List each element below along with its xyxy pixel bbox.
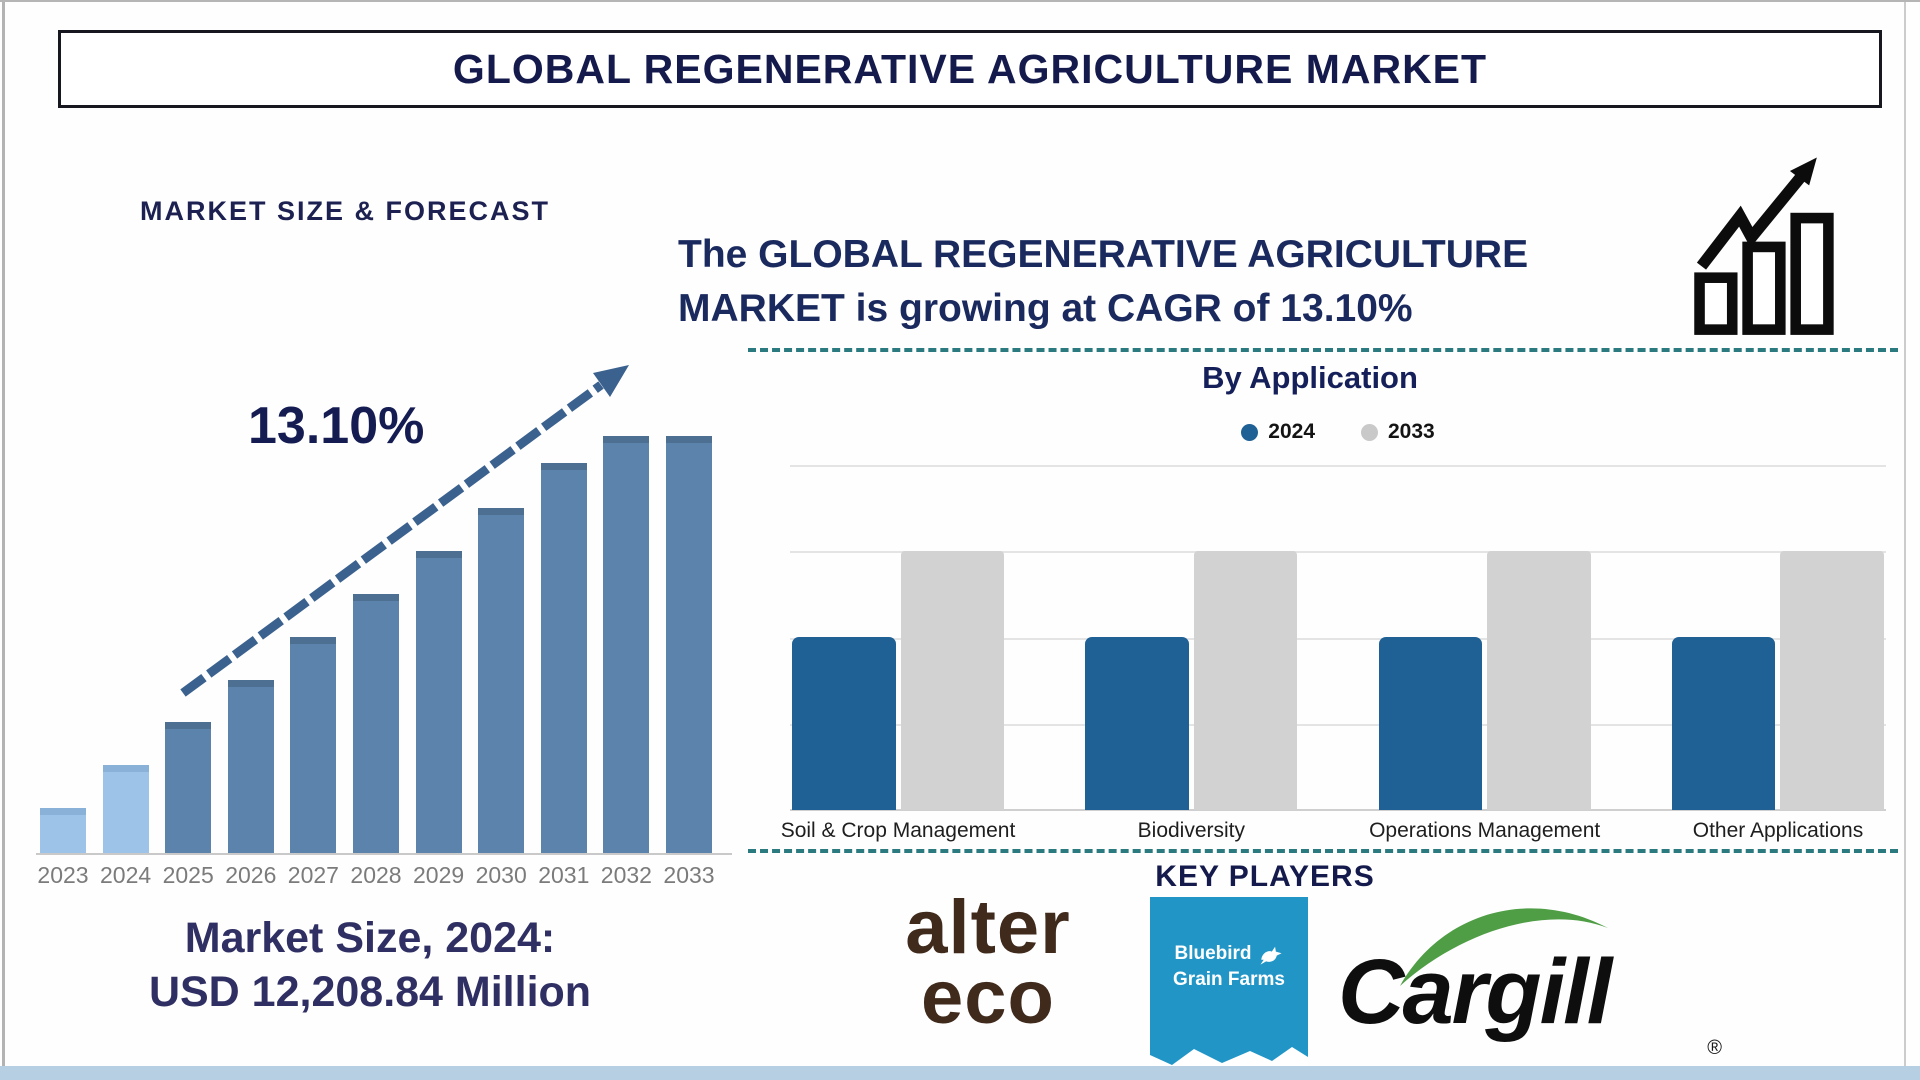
forecast-year-label: 2029 <box>413 862 465 888</box>
page-left-edge <box>2 0 5 1066</box>
title-box: GLOBAL REGENERATIVE AGRICULTURE MARKET <box>58 30 1882 108</box>
forecast-heading: MARKET SIZE & FORECAST <box>140 196 551 226</box>
forecast-year-label: 2030 <box>475 862 527 888</box>
forecast-bar-2032 <box>603 436 650 853</box>
application-category-label: Other Applications <box>1692 819 1864 842</box>
legend-label: 2024 <box>1268 420 1315 443</box>
forecast-bar-2027 <box>290 637 337 853</box>
gridline <box>790 465 1886 467</box>
application-chart-title: By Application <box>1202 360 1418 395</box>
forecast-year-label: 2027 <box>287 862 339 888</box>
forecast-year-label: 2025 <box>162 862 214 888</box>
growth-statement-line1: The GLOBAL REGENERATIVE AGRICULTURE <box>678 233 1529 276</box>
bluebird-text: Bluebird Grain Farms <box>1150 941 1308 993</box>
logo-bluebird-grain-farms: Bluebird Grain Farms <box>1150 897 1308 1067</box>
forecast-bar-2029 <box>415 551 462 853</box>
logo-alter-eco: alter eco <box>852 885 1124 1040</box>
forecast-labels: 2023 2024 2025 2026 2027 2028 2029 2030 2031 2032… <box>36 862 732 892</box>
gridline <box>790 809 1886 811</box>
application-category-label: Operations Management <box>1369 819 1601 842</box>
forecast-year-label: 2033 <box>663 862 715 888</box>
application-category-label: Soil & Crop Management <box>780 819 1016 842</box>
application-legend: 2024 2033 <box>790 420 1886 444</box>
forecast-year-label: 2026 <box>225 862 277 888</box>
forecast-bar-2030 <box>478 508 525 853</box>
application-group: Other Applications <box>1671 465 1884 842</box>
gridline <box>790 551 1886 553</box>
legend-item-2024: 2024 <box>1241 420 1315 444</box>
alter-eco-line1: alter <box>905 885 1071 970</box>
bluebird-line2: Grain Farms <box>1173 969 1285 990</box>
market-size-line2: USD 12,208.84 Million <box>148 967 592 1016</box>
forecast-bar-2026 <box>227 680 274 853</box>
dashed-separator-bottom <box>748 849 1898 853</box>
bar-2033-biodiversity <box>1193 551 1298 810</box>
forecast-bar-2033 <box>666 436 712 853</box>
page-right-edge <box>1904 0 1906 1066</box>
dashed-separator-top <box>748 348 1898 352</box>
growth-statement-line2: MARKET is growing at CAGR of 13.10% <box>678 287 1413 330</box>
bar-2033-other-applications <box>1780 551 1884 810</box>
forecast-year-label: 2028 <box>350 862 402 888</box>
legend-dot-2024 <box>1241 423 1259 441</box>
market-size-callout: Market Size, 2024: USD 12,208.84 Million <box>60 912 680 1020</box>
cargill-wordmark: Cargill <box>1338 941 1612 1043</box>
gridline <box>790 638 1886 640</box>
forecast-year-label: 2032 <box>600 862 652 888</box>
forecast-year-label: 2023 <box>37 862 89 888</box>
forecast-bar-2025 <box>165 722 212 853</box>
bar-2024-operations-management <box>1378 637 1483 810</box>
application-groups: Soil & Crop Management Biodiversity Operat… <box>781 465 1886 842</box>
application-group: Soil & Crop Management <box>781 465 1015 842</box>
growth-statement: The GLOBAL REGENERATIVE AGRICULTURE MARK… <box>678 228 1678 336</box>
bottom-accent-strip <box>0 1066 1920 1080</box>
bar-2024-biodiversity <box>1085 637 1189 810</box>
bluebird-line1: Bluebird <box>1174 943 1252 965</box>
legend-dot-2033 <box>1361 423 1378 441</box>
cargill-registered-mark: ® <box>1707 1037 1722 1059</box>
key-players-heading: KEY PLAYERS <box>1155 860 1375 893</box>
application-group: Biodiversity <box>1085 465 1298 842</box>
bluebird-banner-wave <box>1150 1047 1308 1067</box>
forecast-bar-2023 <box>40 808 86 853</box>
bar-2024-soil-crop-management <box>792 637 896 810</box>
page-title: GLOBAL REGENERATIVE AGRICULTURE MARKET <box>452 45 1488 92</box>
application-group: Operations Management <box>1369 465 1600 842</box>
legend-label: 2033 <box>1388 420 1435 443</box>
leaf-icon <box>1400 908 1608 986</box>
page-top-edge <box>0 0 1920 2</box>
market-size-line1: Market Size, 2024: <box>184 914 556 962</box>
bar-2033-soil-crop-management <box>900 551 1004 810</box>
cagr-annotation: 13.10% <box>248 397 425 455</box>
trend-arrow-icon <box>180 365 629 697</box>
forecast-bars <box>36 400 732 855</box>
logo-cargill: Cargill ® <box>1338 898 1724 1072</box>
forecast-bar-2024 <box>102 765 149 853</box>
gridline <box>790 724 1886 726</box>
bird-icon <box>1259 946 1282 965</box>
alter-eco-line2: eco <box>921 954 1055 1040</box>
application-plot: Soil & Crop Management Biodiversity Operat… <box>781 465 1886 842</box>
bar-2024-other-applications <box>1671 637 1776 810</box>
forecast-year-label: 2024 <box>100 862 152 888</box>
forecast-year-label: 2031 <box>538 862 590 888</box>
application-category-label: Biodiversity <box>1137 819 1246 842</box>
forecast-bar-2031 <box>540 463 587 853</box>
legend-item-2033: 2033 <box>1361 420 1435 444</box>
growth-chart-icon <box>1694 157 1834 335</box>
forecast-bar-2028 <box>353 594 399 853</box>
bar-2033-operations-management <box>1487 551 1591 810</box>
